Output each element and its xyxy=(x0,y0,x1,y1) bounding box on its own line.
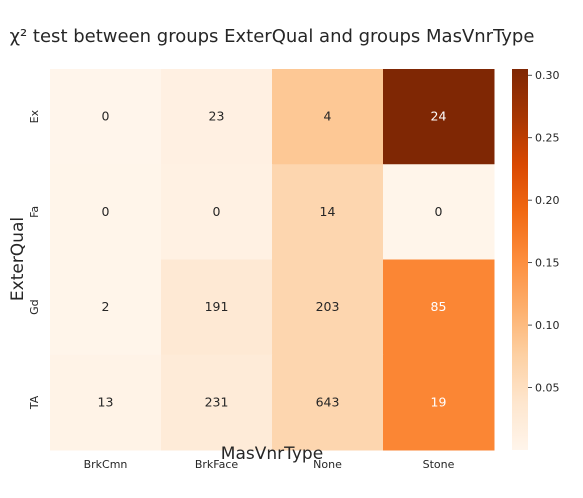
heatmap-cell-label: 0 xyxy=(102,204,110,219)
heatmap-cell xyxy=(272,354,384,451)
heatmap-cell xyxy=(272,69,384,165)
colorbar-ticks: 0.05 0.10 0.15 0.20 0.25 0.30 xyxy=(528,69,560,395)
heatmap-cell xyxy=(50,259,162,356)
heatmap-cell xyxy=(161,69,273,165)
colorbar-tick-label: 0.25 xyxy=(535,132,560,145)
heatmap-cell xyxy=(50,69,162,165)
heatmap-cell xyxy=(161,354,273,451)
chart-title: χ² test between groups ExterQual and gro… xyxy=(10,26,535,47)
y-axis-label: ExterQual xyxy=(8,217,28,301)
heatmap-cell-label: 0 xyxy=(213,204,221,219)
heatmap-cell xyxy=(161,164,273,260)
colorbar-tick-label: 0.15 xyxy=(535,257,560,270)
heatmap-cell xyxy=(50,354,162,451)
y-tick-label: Ex xyxy=(28,109,41,123)
y-tick-labels: Ex Fa Gd TA xyxy=(28,109,41,410)
heatmap-cell-label: 191 xyxy=(205,299,229,314)
colorbar-tick-label: 0.05 xyxy=(535,382,560,395)
x-axis-label: MasVnrType xyxy=(221,444,323,464)
heatmap-cell-label: 643 xyxy=(316,394,340,409)
heatmap-cell-label: 85 xyxy=(431,299,447,314)
x-tick-label: None xyxy=(313,458,342,471)
colorbar-tick-label: 0.10 xyxy=(535,319,560,332)
heatmap-cells xyxy=(50,69,495,451)
x-tick-label: Stone xyxy=(423,458,455,471)
heatmap-cell-labels: 0 23 4 24 0 0 14 0 2 191 203 85 13 231 643 19 xyxy=(98,109,447,410)
colorbar xyxy=(512,69,528,450)
x-tick-label: BrkFace xyxy=(195,458,239,471)
colorbar-tick-label: 0.30 xyxy=(535,69,560,82)
heatmap-cell-label: 0 xyxy=(102,109,110,124)
heatmap-cell xyxy=(272,259,384,356)
heatmap-cell-label: 0 xyxy=(435,204,443,219)
y-tick-label: Gd xyxy=(28,299,41,315)
heatmap-cell xyxy=(383,164,495,260)
heatmap-cell-label: 13 xyxy=(98,394,114,409)
y-tick-label: TA xyxy=(28,395,41,410)
heatmap-cell-label: 4 xyxy=(324,109,332,124)
heatmap-cell-label: 23 xyxy=(209,109,225,124)
heatmap-cell xyxy=(383,354,495,451)
heatmap-cell xyxy=(272,164,384,260)
heatmap-cell xyxy=(161,259,273,356)
heatmap-cell xyxy=(50,164,162,260)
heatmap-cell-label: 2 xyxy=(102,299,110,314)
heatmap-cell-label: 14 xyxy=(320,204,336,219)
heatmap-cell xyxy=(383,259,495,356)
heatmap-cell-label: 231 xyxy=(205,394,229,409)
heatmap-cell-label: 24 xyxy=(431,109,447,124)
heatmap-cell-label: 203 xyxy=(316,299,340,314)
x-tick-labels: BrkCmn BrkFace None Stone xyxy=(84,458,455,471)
colorbar-tick-label: 0.20 xyxy=(535,194,560,207)
x-tick-label: BrkCmn xyxy=(84,458,128,471)
heatmap-cell-label: 19 xyxy=(431,394,447,409)
y-tick-label: Fa xyxy=(28,206,41,218)
heatmap-cell xyxy=(383,69,495,165)
